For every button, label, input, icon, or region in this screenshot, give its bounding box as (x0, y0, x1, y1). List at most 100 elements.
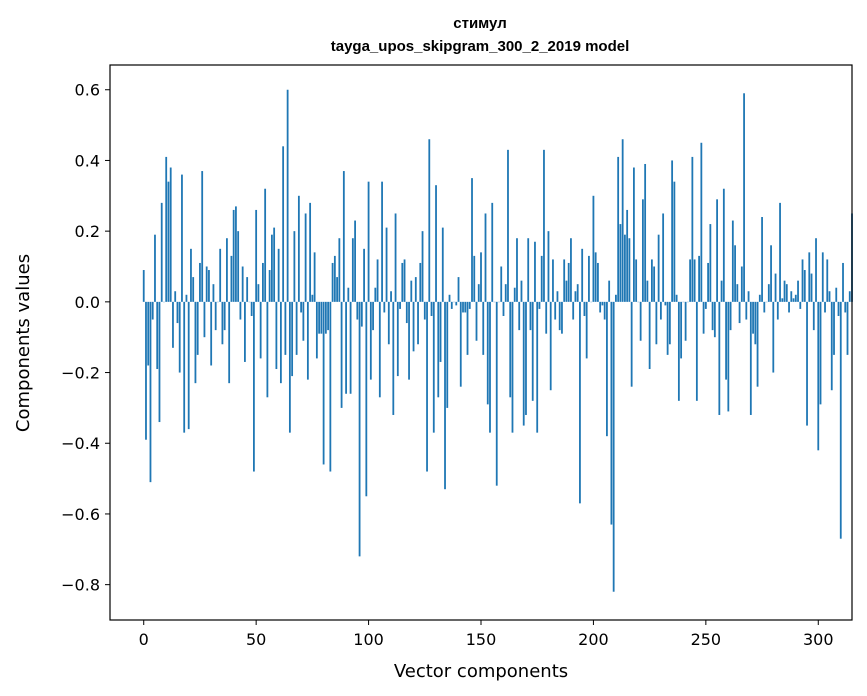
bar (711, 301, 714, 331)
bar (167, 181, 170, 302)
y-axis-label: Components values (13, 254, 34, 432)
x-tick-label: 100 (353, 630, 384, 649)
x-tick-label: 200 (578, 630, 609, 649)
bar (349, 301, 352, 394)
bar (504, 284, 507, 302)
bar (270, 234, 273, 302)
bar (626, 209, 629, 302)
bar (385, 227, 388, 302)
bar (727, 301, 730, 412)
bar (176, 301, 179, 324)
bar (226, 238, 228, 302)
bar (576, 284, 579, 302)
bar (482, 301, 485, 355)
bar (399, 301, 401, 309)
bar (556, 291, 559, 302)
y-tick-label: 0.2 (75, 222, 100, 241)
bar (740, 266, 743, 302)
bar (624, 234, 626, 302)
bar (223, 301, 226, 331)
bar (322, 301, 325, 465)
bar (794, 294, 797, 302)
bar (754, 301, 757, 345)
bar (196, 301, 199, 355)
bar (554, 301, 557, 320)
bar (286, 89, 289, 302)
x-axis-label: Vector components (394, 661, 568, 682)
bar (459, 301, 462, 387)
bar (235, 206, 237, 302)
bar (392, 301, 395, 415)
bar (430, 301, 433, 316)
bar (462, 301, 464, 313)
bar (722, 188, 725, 302)
bar (437, 301, 440, 398)
bar (776, 301, 779, 320)
bar (664, 301, 667, 306)
bar (199, 262, 201, 302)
bar (621, 139, 624, 302)
x-tick-label: 250 (691, 630, 722, 649)
bar (383, 301, 386, 313)
y-tick-label: −0.6 (61, 505, 100, 524)
bar (540, 255, 543, 302)
bar (812, 301, 815, 331)
x-tick-label: 150 (466, 630, 497, 649)
bar (354, 220, 356, 302)
plot-area-frame (109, 64, 853, 621)
bar (345, 301, 347, 394)
bar (291, 301, 294, 377)
bar (500, 266, 503, 302)
bar (401, 262, 404, 302)
bar (284, 301, 287, 355)
bar (156, 301, 159, 370)
bar (333, 255, 336, 302)
bar (408, 301, 410, 380)
bar (619, 224, 622, 302)
bar (747, 291, 750, 302)
bar (698, 255, 700, 302)
bar (846, 301, 849, 355)
bar (633, 167, 635, 302)
bar (313, 252, 316, 302)
bar (318, 301, 321, 334)
bar (262, 262, 264, 302)
bar (538, 301, 541, 309)
bar (426, 301, 428, 472)
bar (446, 301, 449, 408)
bar (309, 202, 312, 302)
bar (435, 185, 437, 302)
bar (473, 255, 476, 302)
bar (423, 301, 426, 320)
bar (774, 273, 777, 302)
bar (511, 301, 514, 433)
bar (230, 255, 233, 302)
bar (552, 259, 554, 302)
bar (603, 301, 606, 320)
bar (187, 301, 190, 430)
bar (819, 301, 822, 405)
x-tick-label: 50 (246, 630, 266, 649)
bar (306, 301, 309, 380)
bar (597, 262, 599, 302)
bar (414, 277, 417, 302)
bar (606, 301, 608, 437)
bar (480, 252, 482, 302)
bar (675, 294, 678, 302)
bar (194, 301, 197, 384)
bar (628, 238, 631, 302)
bar (821, 252, 824, 302)
bar (172, 301, 174, 348)
bar (779, 202, 781, 302)
bar (387, 301, 390, 345)
bar (680, 301, 683, 359)
bar (372, 301, 374, 331)
bar (668, 301, 671, 345)
bar-series (142, 89, 853, 592)
bar (360, 301, 363, 327)
bar (716, 199, 718, 302)
bar (599, 301, 602, 313)
bar (165, 156, 168, 302)
y-axis: −0.8 −0.6 −0.4 −0.2 0.0 0.2 0.4 0.6 (61, 81, 110, 595)
bar (421, 231, 424, 302)
